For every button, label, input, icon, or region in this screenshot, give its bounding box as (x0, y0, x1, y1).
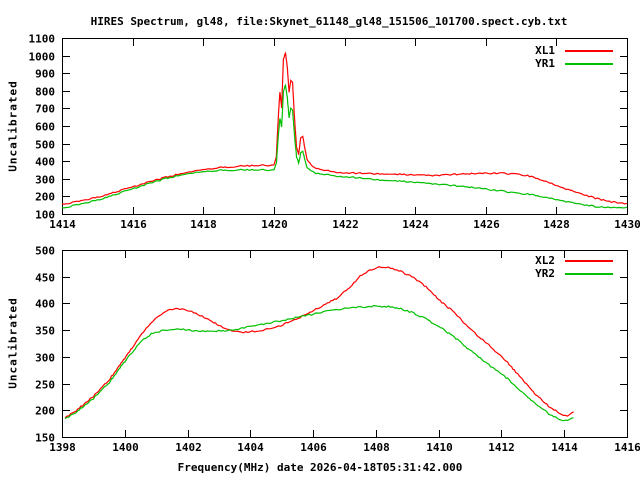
svg-text:1426: 1426 (473, 218, 500, 231)
svg-text:200: 200 (35, 405, 55, 418)
svg-text:1398: 1398 (49, 441, 76, 454)
chart-title: HIRES Spectrum, gl48, file:Skynet_61148_… (90, 15, 568, 28)
svg-text:1416: 1416 (614, 441, 640, 454)
svg-text:400: 400 (35, 298, 55, 311)
svg-text:1430: 1430 (614, 218, 640, 231)
legend-entry-xl2: XL2 (523, 254, 613, 267)
legend-bottom-chart: XL2 YR2 (523, 254, 613, 280)
svg-text:500: 500 (35, 139, 55, 152)
svg-text:1100: 1100 (29, 33, 56, 46)
svg-text:1416: 1416 (120, 218, 147, 231)
svg-text:200: 200 (35, 191, 55, 204)
y-axis-label-bottom: Uncalibrated (6, 297, 20, 389)
svg-text:400: 400 (35, 156, 55, 169)
svg-text:1400: 1400 (112, 441, 139, 454)
svg-text:1404: 1404 (237, 441, 264, 454)
svg-text:1402: 1402 (175, 441, 202, 454)
svg-text:1420: 1420 (261, 218, 288, 231)
legend-line-sample-yr1 (565, 62, 613, 65)
svg-text:900: 900 (35, 68, 55, 81)
svg-text:300: 300 (35, 352, 55, 365)
legend-label-yr1: YR1 (535, 57, 555, 70)
svg-text:500: 500 (35, 245, 55, 258)
legend-line-sample-xl1 (565, 49, 613, 52)
svg-text:150: 150 (35, 432, 55, 445)
svg-text:1414: 1414 (49, 218, 76, 231)
svg-text:1424: 1424 (402, 218, 429, 231)
svg-text:1422: 1422 (332, 218, 359, 231)
legend-label-xl2: XL2 (535, 254, 555, 267)
svg-text:1406: 1406 (300, 441, 327, 454)
svg-text:1000: 1000 (29, 51, 56, 64)
legend-entry-yr2: YR2 (523, 267, 613, 280)
svg-text:1428: 1428 (543, 218, 570, 231)
svg-text:350: 350 (35, 325, 55, 338)
legend-top-chart: XL1 YR1 (523, 44, 613, 70)
svg-text:700: 700 (35, 103, 55, 116)
svg-text:800: 800 (35, 86, 55, 99)
svg-text:100: 100 (35, 209, 55, 222)
svg-text:1414: 1414 (551, 441, 578, 454)
legend-label-yr2: YR2 (535, 267, 555, 280)
y-axis-label-top: Uncalibrated (6, 80, 20, 172)
svg-text:1408: 1408 (363, 441, 390, 454)
svg-text:600: 600 (35, 121, 55, 134)
legend-line-sample-xl2 (565, 259, 613, 262)
svg-text:1412: 1412 (488, 441, 515, 454)
legend-entry-xl1: XL1 (523, 44, 613, 57)
svg-text:300: 300 (35, 174, 55, 187)
svg-text:1410: 1410 (426, 441, 453, 454)
x-axis-label: Frequency(MHz) date 2026-04-18T05:31:42.… (177, 461, 463, 474)
svg-text:250: 250 (35, 379, 55, 392)
svg-text:450: 450 (35, 272, 55, 285)
legend-entry-yr1: YR1 (523, 57, 613, 70)
legend-label-xl1: XL1 (535, 44, 555, 57)
legend-line-sample-yr2 (565, 272, 613, 275)
svg-text:1418: 1418 (190, 218, 217, 231)
